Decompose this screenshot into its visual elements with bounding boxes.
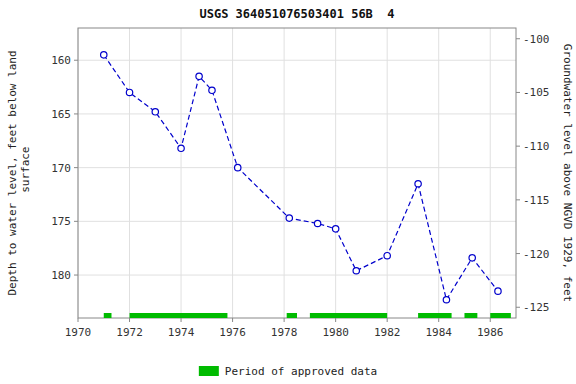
approved-bar [490, 313, 511, 318]
x-tick [335, 318, 336, 322]
y-tick [74, 60, 78, 61]
y-tick [74, 275, 78, 276]
y2-tick-label: -100 [523, 33, 550, 46]
y2-tick-label: -115 [523, 194, 550, 207]
y2-tick [516, 146, 520, 147]
y-grid-line [78, 60, 516, 61]
x-tick [438, 318, 439, 322]
x-tick [387, 318, 388, 322]
y2-tick-label: -105 [523, 86, 550, 99]
y-tick [74, 167, 78, 168]
marker [443, 297, 449, 303]
y-tick [74, 113, 78, 114]
y-tick [74, 221, 78, 222]
y2-tick [516, 199, 520, 200]
marker [286, 215, 292, 221]
x-grid-line [490, 28, 491, 318]
legend-swatch [199, 366, 219, 376]
marker [314, 220, 320, 226]
x-tick [78, 318, 79, 322]
approved-bar [464, 313, 477, 318]
marker [126, 89, 132, 95]
marker [196, 73, 202, 79]
y-grid-line [78, 167, 516, 168]
y2-tick-label: -120 [523, 248, 550, 261]
x-grid-line [438, 28, 439, 318]
marker [332, 226, 338, 232]
x-tick-label: 1978 [271, 326, 298, 339]
x-tick [129, 318, 130, 322]
marker [353, 268, 359, 274]
plot-frame [78, 28, 516, 318]
y-tick-label: 160 [51, 54, 71, 67]
x-tick-label: 1982 [374, 326, 401, 339]
marker [384, 253, 390, 259]
x-tick-label: 1974 [168, 326, 195, 339]
y-tick-label: 165 [51, 108, 71, 121]
data [101, 52, 502, 303]
grid [78, 28, 516, 318]
y-tick-label: 175 [51, 215, 71, 228]
x-tick-label: 1980 [322, 326, 349, 339]
x-grid-line [232, 28, 233, 318]
approved-bar [418, 313, 451, 318]
x-grid-line [387, 28, 388, 318]
approved-bar [310, 313, 387, 318]
y-axis-label-line: Depth to water level, feet below land [6, 50, 19, 295]
x-grid-line [284, 28, 285, 318]
y-axis-label-line: surface [19, 147, 32, 200]
x-tick [284, 318, 285, 322]
x-tick [490, 318, 491, 322]
x-grid-line [129, 28, 130, 318]
chart: 1970 1972 1974 1976 1978 1980 1982 1984 1986 160 1… [0, 0, 576, 384]
x-tick [181, 318, 182, 322]
y2-axis-label: Groundwater level above NGVD 1929, feet [561, 44, 574, 302]
marker [415, 181, 421, 187]
x-tick-label: 1984 [425, 326, 452, 339]
marker [178, 145, 184, 151]
y2-tick [516, 253, 520, 254]
marker [235, 164, 241, 170]
x-tick [232, 318, 233, 322]
x-tick-label: 1970 [65, 326, 92, 339]
y-grid-line [78, 275, 516, 276]
approved-bar [130, 313, 228, 318]
x-grid-line [181, 28, 182, 318]
y-tick-label: 180 [51, 269, 71, 282]
x-grid-line [335, 28, 336, 318]
approved-bar [287, 313, 297, 318]
marker [495, 288, 501, 294]
title: USGS 364051076503401 56B 4 [199, 7, 394, 21]
y-grid-line [78, 113, 516, 114]
marker [101, 52, 107, 58]
approved-bar [104, 313, 112, 318]
y-tick-label: 170 [51, 162, 71, 175]
legend-label: Period of approved data [225, 365, 377, 378]
marker [152, 109, 158, 115]
y2-tick [516, 307, 520, 308]
x-tick-label: 1972 [116, 326, 143, 339]
line [104, 55, 498, 300]
y2-tick-label: -125 [523, 301, 550, 314]
y2-tick-label: -110 [523, 140, 550, 153]
y-grid-line [78, 221, 516, 222]
marker [469, 255, 475, 261]
axes: 1970 1972 1974 1976 1978 1980 1982 1984 1986 160 1… [51, 33, 549, 339]
x-tick-label: 1986 [477, 326, 504, 339]
marker [209, 87, 215, 93]
approved-bars [104, 313, 511, 318]
y2-tick [516, 38, 520, 39]
y-axis-label: Depth to water level, feet below land su… [6, 50, 32, 295]
y2-tick [516, 92, 520, 93]
legend: Period of approved data [199, 365, 377, 378]
x-tick-label: 1976 [219, 326, 246, 339]
